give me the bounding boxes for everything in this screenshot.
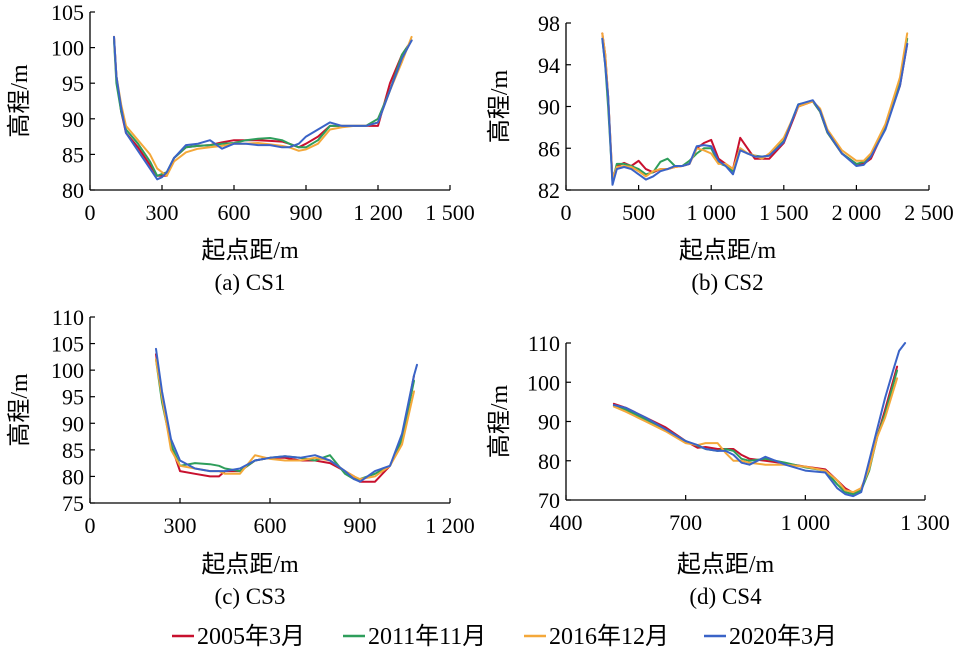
x-tick-label: 900: [290, 200, 323, 225]
series-line-2020: [113, 35, 413, 181]
y-tick-label: 105: [51, 0, 84, 25]
y-tick-label: 100: [527, 370, 560, 395]
y-tick-label: 98: [538, 11, 560, 36]
y-tick-label: 80: [62, 464, 84, 489]
panel-caption: (a) CS1: [215, 270, 286, 295]
x-tick-label: 0: [85, 513, 96, 538]
y-tick-label: 105: [51, 332, 84, 357]
x-tick-label: 600: [218, 200, 251, 225]
x-tick-label: 300: [164, 513, 197, 538]
series-line-2020: [601, 37, 909, 186]
x-tick-label: 1 000: [781, 510, 831, 535]
x-tick-label: 2 000: [832, 200, 882, 225]
y-tick-label: 86: [538, 136, 560, 161]
x-tick-label: 500: [622, 200, 655, 225]
y-tick-label: 95: [62, 385, 84, 410]
x-tick-label: 300: [146, 200, 179, 225]
legend: 2005年3月 2011年11月 2016年12月 2020年3月: [172, 623, 837, 650]
x-axis-label: 起点距/m: [201, 237, 299, 264]
legend-label: 2005年3月: [197, 623, 305, 650]
legend-label: 2016年12月: [549, 623, 669, 650]
x-tick-label: 1 500: [425, 200, 475, 225]
panel-caption: (b) CS2: [691, 270, 763, 295]
y-tick-label: 110: [52, 305, 84, 330]
y-axis-label: 高程/m: [6, 373, 33, 447]
y-tick-label: 100: [51, 36, 84, 61]
y-tick-label: 82: [538, 178, 560, 203]
x-tick-label: 900: [344, 513, 377, 538]
x-tick-label: 1 500: [759, 200, 809, 225]
series-line-2016: [155, 358, 415, 481]
y-tick-label: 110: [528, 331, 560, 356]
series-line-2016: [612, 377, 899, 494]
y-tick-label: 80: [538, 449, 560, 474]
panel-cs2: 82 86 90 94 98 0 500 1 000 1 500 2 000 2 500 高程/m 起点…: [486, 11, 954, 295]
y-axis-label: 高程/m: [486, 70, 513, 144]
y-tick-label: 95: [62, 71, 84, 96]
y-tick-label: 70: [538, 488, 560, 513]
x-tick-label: 0: [561, 200, 572, 225]
x-tick-label: 400: [550, 510, 583, 535]
x-axis-label: 起点距/m: [677, 551, 775, 578]
x-tick-label: 2 500: [904, 200, 954, 225]
series-line-2005: [612, 365, 899, 494]
y-tick-label: 100: [51, 358, 84, 383]
y-tick-label: 85: [62, 438, 84, 463]
legend-label: 2020年3月: [729, 623, 837, 650]
x-tick-label: 1 000: [686, 200, 736, 225]
series-line-2020: [155, 347, 418, 483]
y-tick-label: 75: [62, 491, 84, 516]
x-tick-label: 1 200: [353, 200, 403, 225]
legend-label: 2011年11月: [368, 623, 486, 650]
x-axis-label: 起点距/m: [679, 237, 777, 264]
panel-caption: (d) CS4: [689, 584, 762, 609]
x-tick-label: 0: [85, 200, 96, 225]
y-tick-label: 94: [538, 53, 560, 78]
series-line-2011: [113, 39, 413, 177]
x-tick-label: 700: [669, 510, 702, 535]
x-tick-label: 600: [254, 513, 287, 538]
series-line-2020: [612, 342, 907, 498]
series-line-2005: [113, 35, 413, 177]
x-tick-label: 1 300: [900, 510, 950, 535]
y-tick-label: 90: [62, 107, 84, 132]
x-axis-label: 起点距/m: [201, 551, 299, 578]
y-tick-label: 80: [62, 178, 84, 203]
y-tick-label: 90: [538, 410, 560, 435]
x-tick-label: 1 200: [425, 513, 475, 538]
series-line-2011: [612, 369, 899, 496]
y-tick-label: 90: [538, 95, 560, 120]
series-line-2016: [113, 35, 413, 177]
panel-caption: (c) CS3: [215, 584, 286, 609]
y-tick-label: 85: [62, 142, 84, 167]
series-line-2005: [601, 32, 909, 181]
y-axis-label: 高程/m: [486, 385, 513, 459]
y-tick-label: 90: [62, 411, 84, 436]
y-axis-label: 高程/m: [6, 64, 33, 138]
panel-cs4: 70 80 90 100 110 400 700 1 000 1 300 高程/m 起点距/m (d)…: [486, 331, 950, 609]
panel-cs1: 80 85 90 95 100 105 0 300 600 900 1 200 1 500 高程/m 起点…: [6, 0, 475, 295]
